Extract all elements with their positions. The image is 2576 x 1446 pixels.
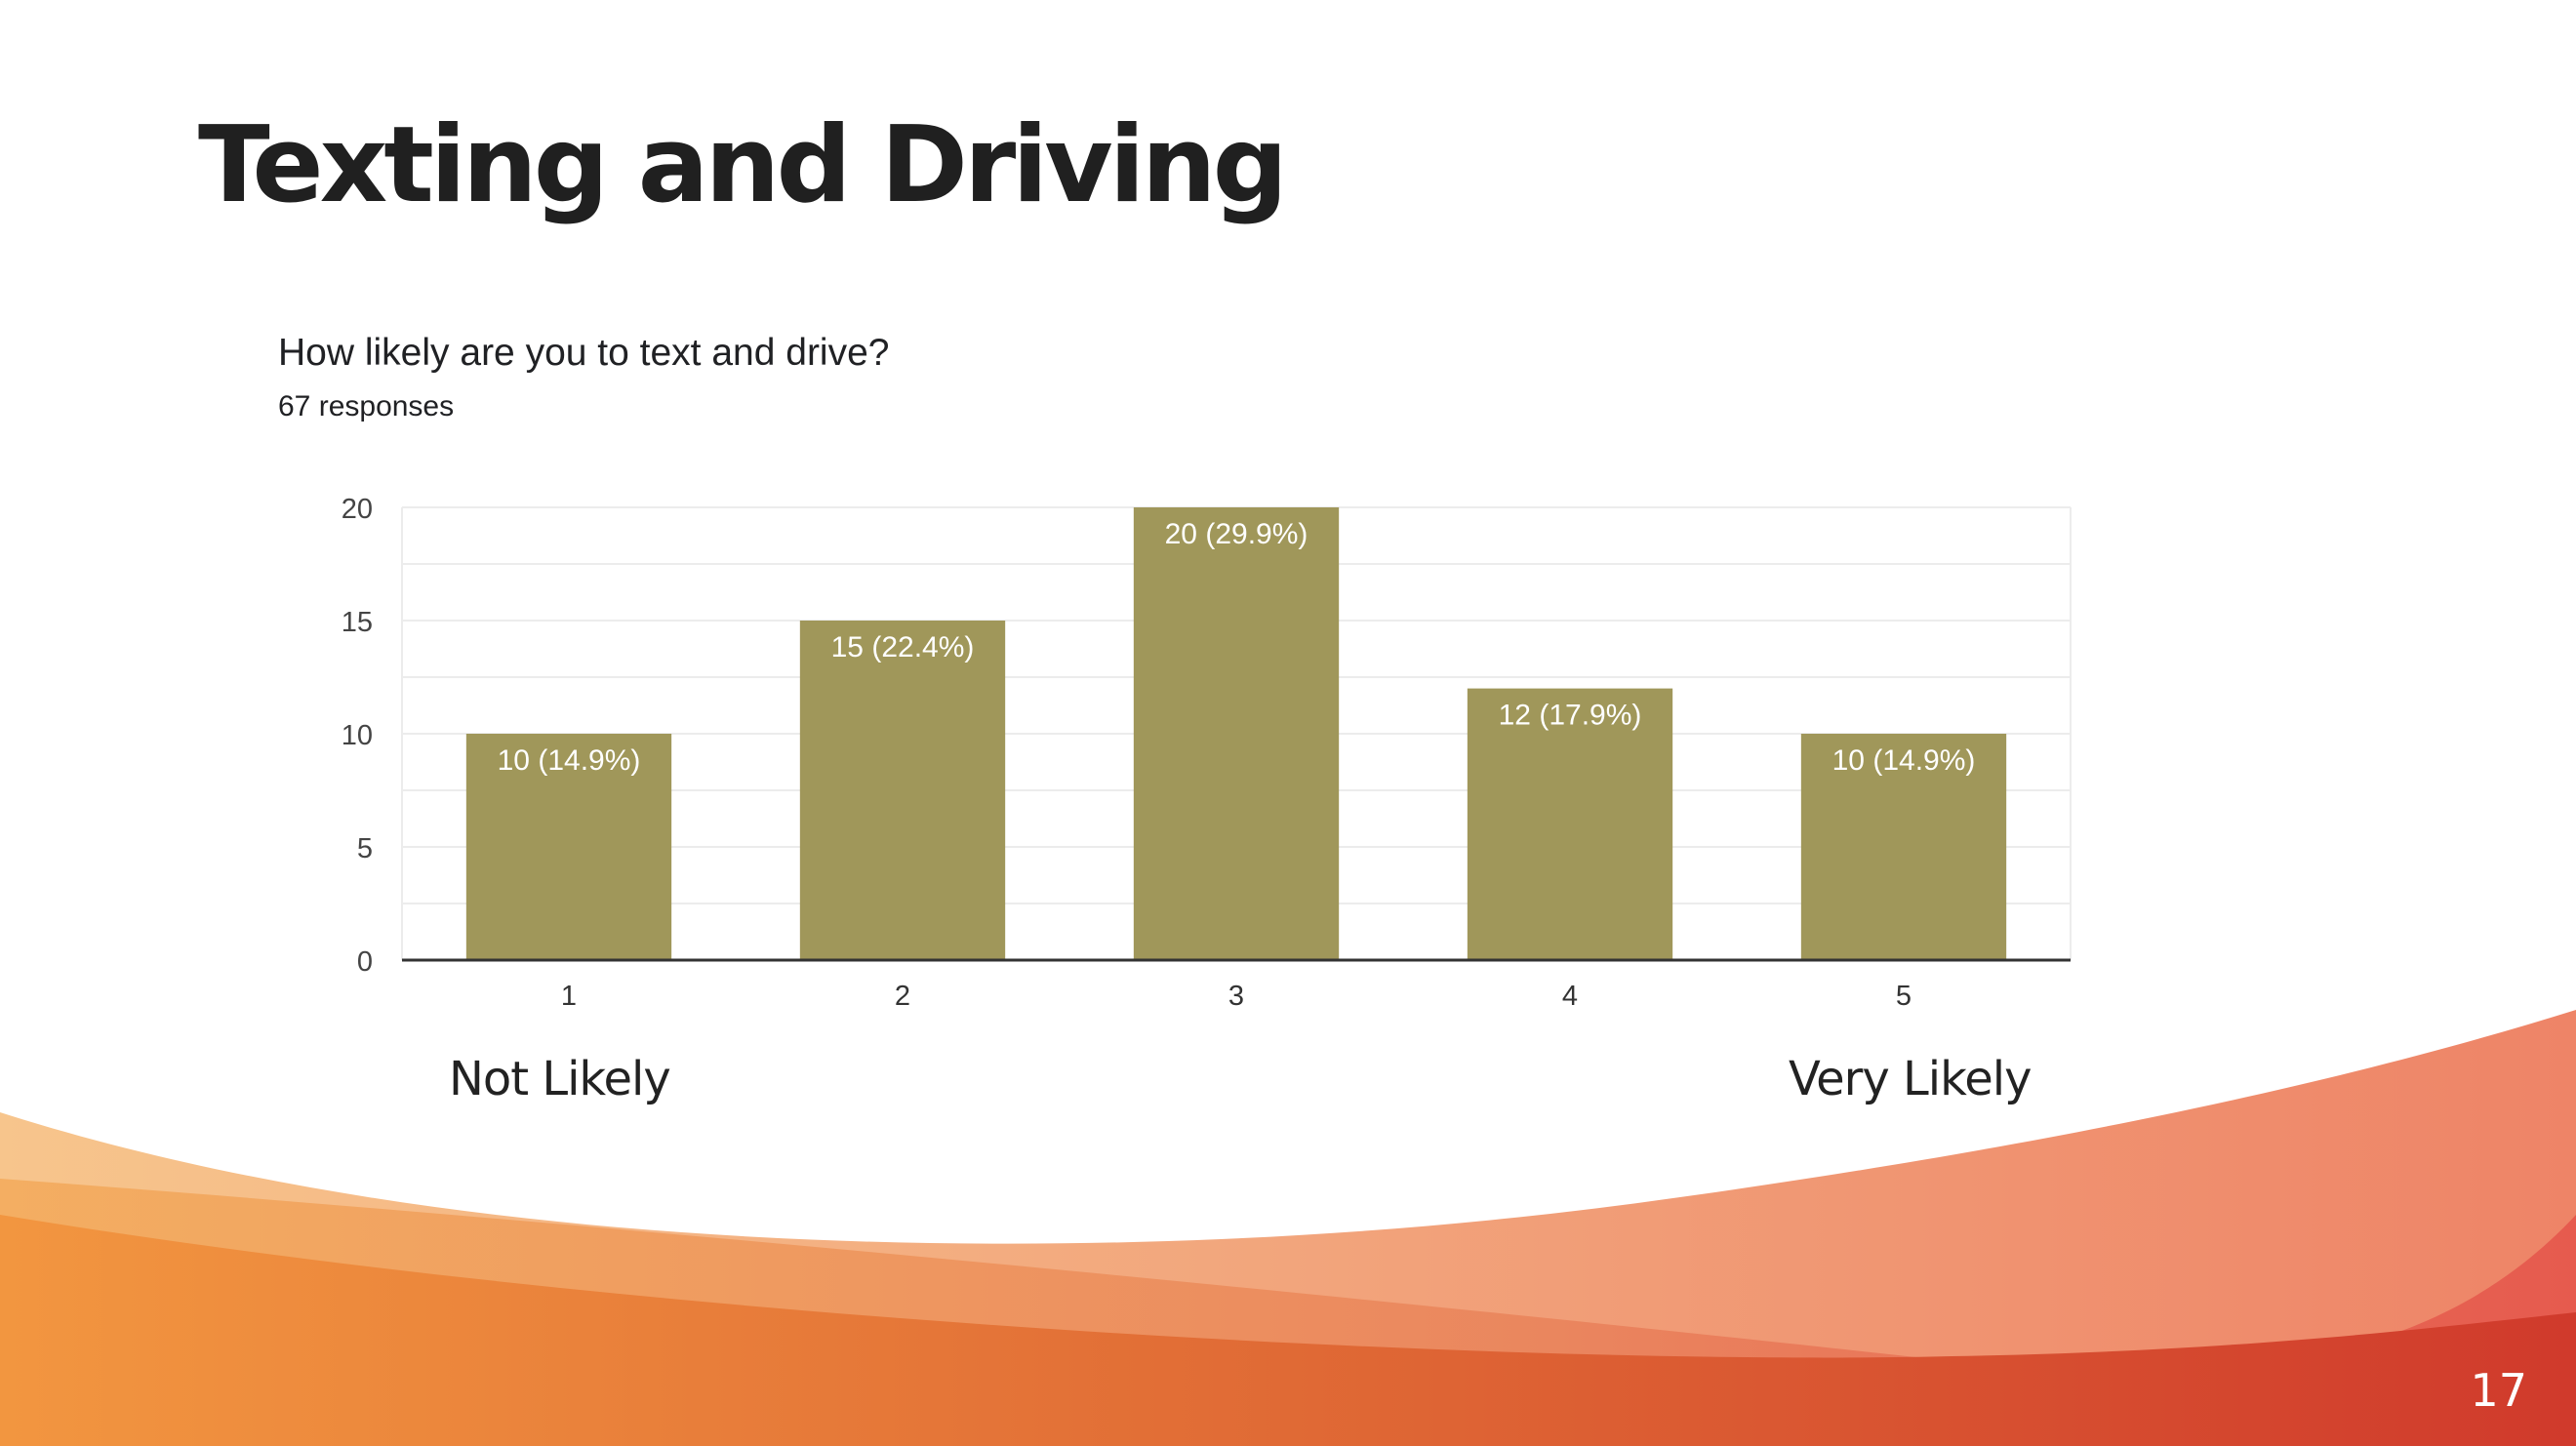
- y-tick-label: 15: [342, 607, 373, 638]
- bar-data-label: 12 (17.9%): [1499, 700, 1642, 732]
- y-tick-label: 20: [342, 494, 373, 525]
- chart-question-title: How likely are you to text and drive?: [278, 332, 890, 374]
- wave-front-layer: [0, 1215, 2576, 1446]
- scale-label-not-likely: Not Likely: [449, 1052, 671, 1106]
- slide-title: Texting and Driving: [198, 104, 1288, 226]
- bar: [1800, 734, 2007, 960]
- bar-data-label: 15 (22.4%): [831, 631, 975, 663]
- x-tick-label: 2: [895, 981, 910, 1012]
- y-tick-label: 0: [357, 946, 373, 978]
- x-tick-label: 4: [1562, 981, 1578, 1012]
- x-tick-label: 1: [561, 981, 577, 1012]
- bar: [1133, 507, 1340, 960]
- page-number: 17: [2470, 1364, 2527, 1417]
- y-tick-label: 5: [357, 833, 373, 864]
- bar-data-label: 10 (14.9%): [1832, 744, 1976, 777]
- response-count: 67 responses: [278, 390, 455, 422]
- bar-data-label: 10 (14.9%): [498, 744, 641, 777]
- bar-data-label: 20 (29.9%): [1165, 518, 1308, 550]
- x-tick-label: 3: [1228, 981, 1244, 1012]
- scale-label-very-likely: Very Likely: [1789, 1052, 2032, 1106]
- bar: [1467, 688, 1673, 960]
- bar: [799, 621, 1006, 960]
- y-tick-label: 10: [342, 720, 373, 751]
- x-tick-label: 5: [1896, 981, 1912, 1012]
- bar: [465, 734, 672, 960]
